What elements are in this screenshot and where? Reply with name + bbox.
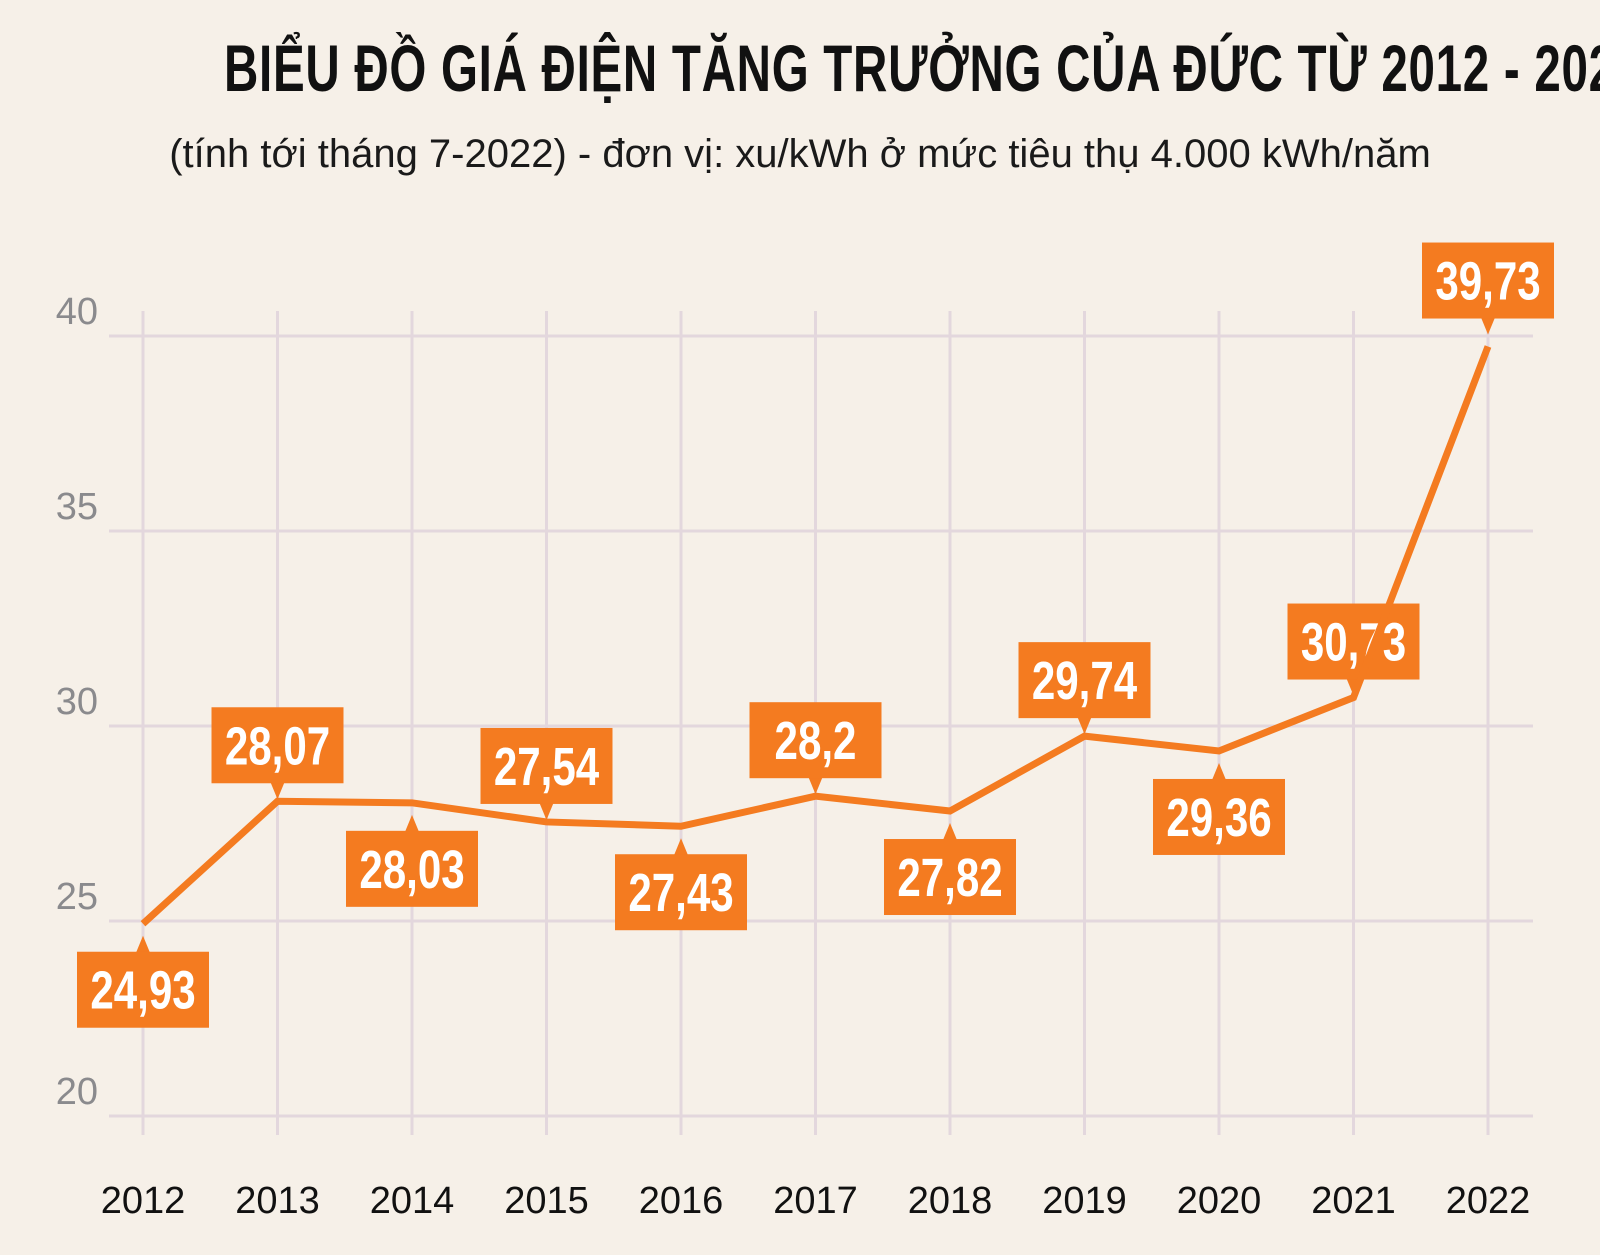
data-label-text: 28,2 (775, 711, 857, 771)
data-label-text: 30,73 (1301, 613, 1406, 673)
x-tick-label: 2022 (1446, 1180, 1531, 1222)
data-label-text: 39,73 (1435, 252, 1540, 312)
data-label-box (884, 839, 1016, 916)
chart-subtitle: (tính tới tháng 7-2022) - đơn vị: xu/kWh… (169, 132, 1431, 176)
y-tick-label: 20 (56, 1071, 98, 1113)
data-label-pointer (674, 838, 688, 856)
data-label-pointer (539, 802, 554, 820)
data-label-pointer (1481, 317, 1495, 335)
data-label-pointer (405, 814, 419, 832)
data-label-box (480, 727, 613, 804)
x-tick-label: 2013 (235, 1180, 320, 1222)
data-label-text: 28,07 (225, 716, 330, 776)
data-label: 28,03 (346, 814, 478, 907)
data-label: 39,73 (1422, 242, 1554, 335)
data-label-box (1422, 242, 1554, 319)
data-label-pointer (943, 823, 957, 841)
x-tick-label: 2019 (1042, 1180, 1127, 1222)
data-label: 29,74 (1018, 642, 1151, 735)
data-label-text: 29,36 (1166, 788, 1271, 848)
data-label-text: 27,82 (897, 848, 1002, 908)
data-label: 29,36 (1153, 762, 1285, 855)
x-tick-label: 2018 (908, 1180, 993, 1222)
x-tick-label: 2020 (1177, 1180, 1262, 1222)
data-label-box (1287, 603, 1420, 680)
data-label-text: 28,03 (359, 840, 464, 900)
data-label-pointer (1077, 717, 1092, 735)
x-tick-label: 2014 (370, 1180, 455, 1222)
y-tick-label: 25 (56, 876, 98, 918)
data-label: 28,07 (211, 707, 344, 800)
data-label-box (615, 854, 747, 931)
data-label: 30,73 (1287, 603, 1420, 696)
data-label-text: 27,54 (494, 737, 599, 797)
chart-title: BIỂU ĐỒ GIÁ ĐIỆN TĂNG TRƯỞNG CỦA ĐỨC TỪ … (224, 31, 1600, 105)
data-label-box (77, 951, 209, 1028)
data-label-text: 29,74 (1032, 651, 1137, 711)
data-label: 27,43 (615, 838, 747, 931)
data-label-text: 27,43 (628, 863, 733, 923)
data-label-box (346, 830, 478, 907)
data-label-box (211, 707, 344, 784)
y-tick-label: 30 (56, 681, 98, 723)
data-label: 27,54 (480, 727, 613, 820)
y-tick-label: 40 (56, 291, 98, 333)
x-tick-label: 2021 (1311, 1180, 1396, 1222)
data-label-pointer (270, 782, 285, 800)
y-tick-label: 35 (56, 486, 98, 528)
data-label: 24,93 (77, 935, 209, 1028)
data-label-box (1153, 778, 1285, 855)
data-label-pointer (136, 935, 150, 953)
data-label: 27,82 (884, 823, 1016, 916)
data-label: 28,2 (749, 702, 882, 795)
x-tick-label: 2017 (773, 1180, 858, 1222)
x-tick-label: 2016 (639, 1180, 724, 1222)
x-tick-label: 2012 (101, 1180, 186, 1222)
data-label-box (749, 702, 882, 779)
data-label-pointer (1212, 762, 1226, 780)
data-label-pointer (808, 777, 823, 795)
x-tick-label: 2015 (504, 1180, 589, 1222)
data-label-text: 24,93 (90, 961, 195, 1021)
data-label-box (1018, 642, 1151, 719)
